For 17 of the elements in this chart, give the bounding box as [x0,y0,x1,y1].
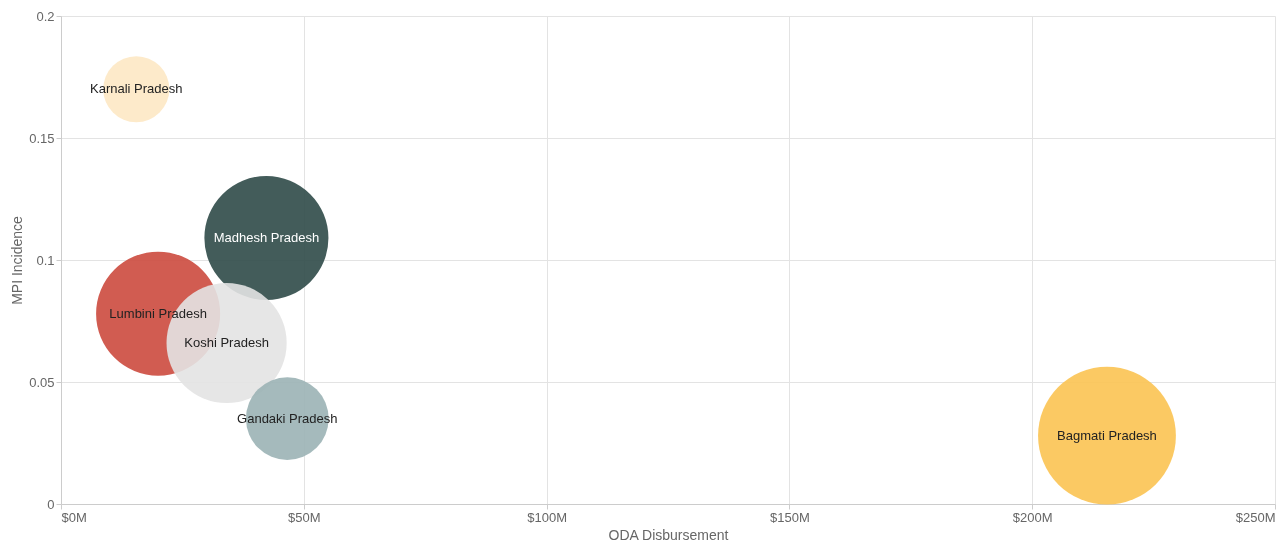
x-tick-label: $250M [1235,509,1276,525]
series-label: Bagmati Pradesh [1057,427,1157,443]
y-tick-label: 0.05 [29,374,55,390]
y-tick-label: 0.15 [29,130,55,146]
x-tick-label: $50M [288,509,321,525]
x-tick-label: $0M [61,509,87,525]
x-tick-label: $100M [527,509,567,525]
y-tick-label: 0.1 [36,252,55,268]
series-label: Karnali Pradesh [90,81,183,97]
y-axis-title: MPI Incidence [9,215,26,305]
x-tick-label: $150M [770,509,810,525]
y-tick-label: 0.2 [36,8,55,24]
series-label: Madhesh Pradesh [213,230,320,246]
x-axis-title: ODA Disbursement [608,526,729,543]
series-label: Koshi Pradesh [184,334,269,350]
y-tick-label: 0 [47,496,55,512]
x-tick-label: $200M [1012,509,1053,525]
